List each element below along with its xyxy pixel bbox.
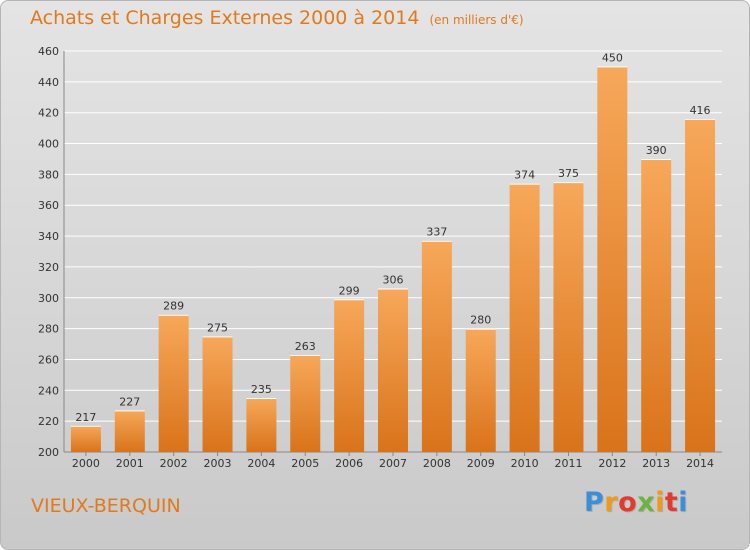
x-tick-label: 2006 xyxy=(335,457,363,470)
bar xyxy=(509,183,540,452)
data-label: 416 xyxy=(690,104,711,117)
logo-letter: r xyxy=(604,487,619,518)
data-label: 217 xyxy=(75,411,96,424)
data-label: 390 xyxy=(646,144,667,157)
bars xyxy=(70,66,716,452)
y-tick-label: 440 xyxy=(38,76,59,89)
data-label: 337 xyxy=(426,226,447,239)
y-tick-label: 260 xyxy=(38,353,59,366)
bar xyxy=(70,425,101,452)
logo-letter: x xyxy=(637,487,656,518)
chart-subtitle: (en milliers d'€) xyxy=(429,13,524,27)
x-tick-label: 2002 xyxy=(160,457,188,470)
x-tick-label: 2012 xyxy=(598,457,626,470)
bar xyxy=(597,66,628,452)
bar xyxy=(246,398,277,452)
proxiti-logo[interactable]: Proxiti xyxy=(584,487,688,518)
y-tick-label: 460 xyxy=(38,45,59,58)
y-tick-label: 400 xyxy=(38,138,59,151)
data-label: 450 xyxy=(602,51,623,64)
data-label: 235 xyxy=(251,383,272,396)
x-tick-label: 2013 xyxy=(642,457,670,470)
bar xyxy=(553,182,584,452)
x-tick-label: 2004 xyxy=(247,457,275,470)
bar xyxy=(202,336,233,452)
x-tick-label: 2014 xyxy=(686,457,714,470)
logo-letter: i xyxy=(655,487,665,518)
place-name: VIEUX-BERQUIN xyxy=(31,495,181,517)
logo-letter: P xyxy=(584,487,605,518)
y-tick-label: 300 xyxy=(38,292,59,305)
data-label: 263 xyxy=(295,340,316,353)
logo-letter: o xyxy=(618,487,638,518)
y-tick-label: 200 xyxy=(38,446,59,459)
logo-letter: t xyxy=(664,487,679,518)
x-tick-label: 2005 xyxy=(291,457,319,470)
bar xyxy=(158,314,189,452)
y-tick-label: 360 xyxy=(38,199,59,212)
data-label: 306 xyxy=(383,274,404,287)
bar xyxy=(421,240,452,452)
y-tick-label: 420 xyxy=(38,107,59,120)
bar xyxy=(290,354,321,452)
axes: 200 220 240 260 280 300 320 340 360 380 400 420 440 4… xyxy=(38,45,722,470)
x-tick-label: 2008 xyxy=(423,457,451,470)
x-tick-label: 2011 xyxy=(554,457,582,470)
bar xyxy=(641,158,672,452)
y-tick-label: 380 xyxy=(38,168,59,181)
bar xyxy=(685,118,716,452)
bar xyxy=(378,288,408,452)
y-tick-label: 220 xyxy=(38,415,59,428)
x-tick-label: 2010 xyxy=(511,457,539,470)
data-label: 275 xyxy=(207,321,228,334)
data-label: 289 xyxy=(163,300,184,313)
bar xyxy=(334,299,365,452)
y-tick-label: 340 xyxy=(38,230,59,243)
title-text: Achats et Charges Externes 2000 à 2014 xyxy=(30,7,420,29)
data-label: 280 xyxy=(470,314,491,327)
bar xyxy=(114,410,145,452)
y-tick-label: 280 xyxy=(38,323,59,336)
data-label: 299 xyxy=(339,284,360,297)
x-tick-label: 2003 xyxy=(204,457,232,470)
chart-title: Achats et Charges Externes 2000 à 2014 (e… xyxy=(30,7,524,29)
data-label: 227 xyxy=(119,395,140,408)
bar xyxy=(465,328,496,452)
y-tick-label: 240 xyxy=(38,384,59,397)
x-tick-label: 2007 xyxy=(379,457,407,470)
x-tick-label: 2001 xyxy=(116,457,144,470)
data-label: 374 xyxy=(514,169,535,182)
data-label: 375 xyxy=(558,167,579,180)
x-tick-label: 2009 xyxy=(467,457,495,470)
logo-letter: i xyxy=(678,487,689,518)
y-tick-label: 320 xyxy=(38,261,59,274)
data-labels: 217 227 289 275 235 263 299 306 337 280 374 375 450 3… xyxy=(75,51,710,423)
x-tick-label: 2000 xyxy=(72,457,100,470)
